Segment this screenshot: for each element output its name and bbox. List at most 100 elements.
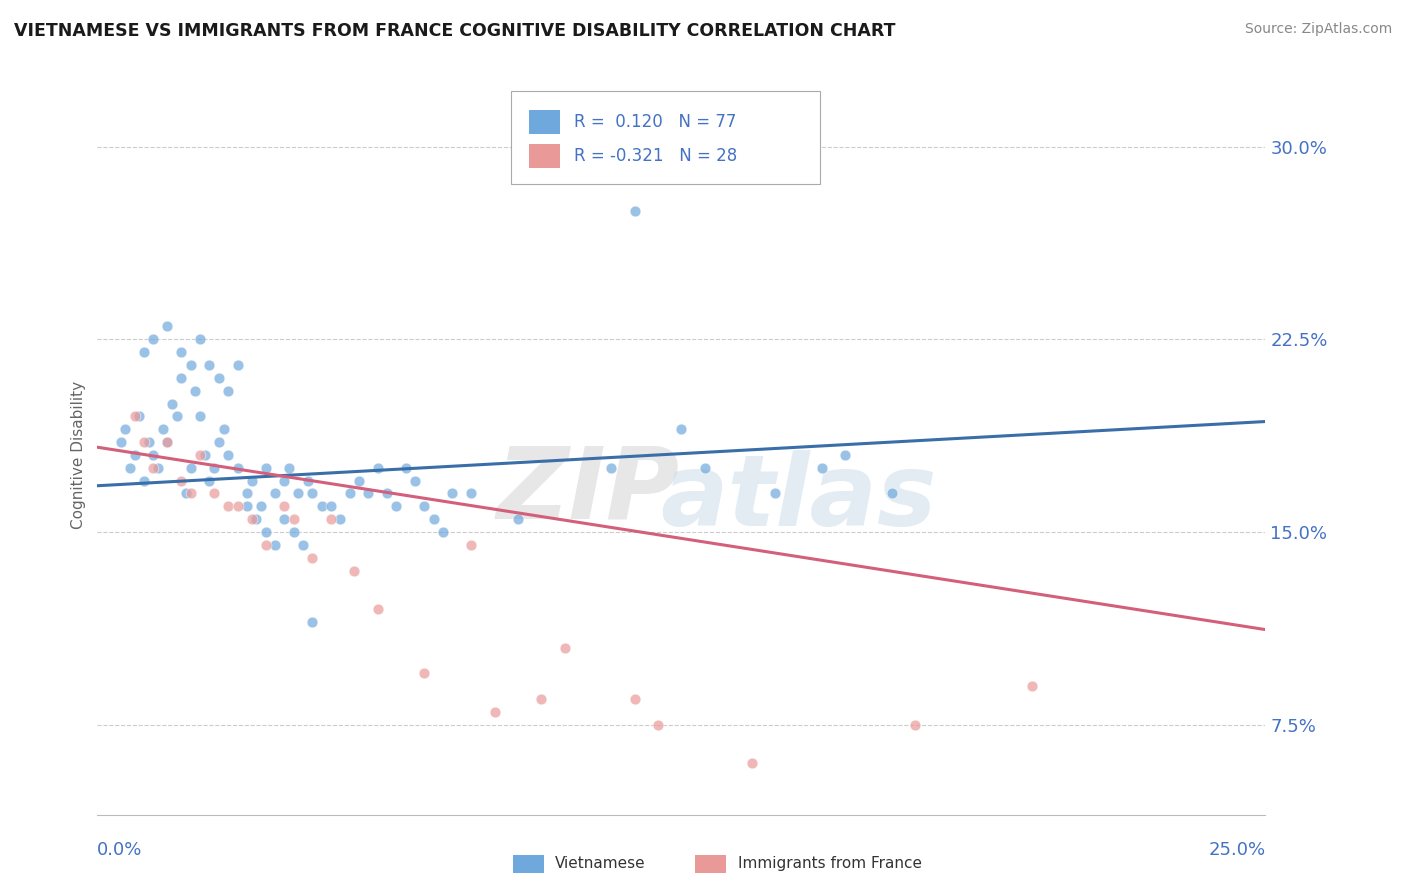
Point bbox=[138, 435, 160, 450]
Point bbox=[142, 332, 165, 346]
Point bbox=[170, 474, 193, 488]
Point bbox=[647, 717, 669, 731]
Point bbox=[1021, 679, 1043, 693]
Point bbox=[142, 460, 165, 475]
Point bbox=[184, 384, 207, 398]
Point bbox=[432, 524, 454, 539]
Point bbox=[301, 486, 323, 500]
Point bbox=[329, 512, 352, 526]
Text: Immigrants from France: Immigrants from France bbox=[738, 856, 922, 871]
Point bbox=[880, 486, 903, 500]
Point bbox=[319, 500, 342, 514]
Point bbox=[198, 358, 221, 372]
Point bbox=[124, 409, 146, 424]
Point bbox=[188, 448, 211, 462]
Point bbox=[170, 371, 193, 385]
Point bbox=[156, 435, 179, 450]
Point bbox=[128, 409, 150, 424]
Point bbox=[212, 422, 235, 436]
Point bbox=[208, 371, 231, 385]
Point bbox=[413, 666, 436, 681]
Point bbox=[484, 705, 506, 719]
Point bbox=[741, 756, 763, 771]
Point bbox=[506, 512, 529, 526]
Point bbox=[202, 460, 225, 475]
Point bbox=[357, 486, 380, 500]
Point bbox=[254, 538, 277, 552]
Point bbox=[245, 512, 267, 526]
Point bbox=[297, 474, 319, 488]
Point bbox=[395, 460, 418, 475]
Point bbox=[142, 448, 165, 462]
Point bbox=[441, 486, 464, 500]
Point bbox=[277, 460, 299, 475]
Text: atlas: atlas bbox=[659, 450, 936, 547]
Point bbox=[554, 640, 576, 655]
Point bbox=[810, 460, 832, 475]
Point bbox=[301, 615, 323, 629]
Point bbox=[763, 486, 786, 500]
Point bbox=[287, 486, 309, 500]
Point bbox=[904, 717, 927, 731]
Point bbox=[188, 409, 211, 424]
Point bbox=[174, 486, 197, 500]
Point bbox=[273, 500, 295, 514]
Point bbox=[264, 486, 287, 500]
Point bbox=[202, 486, 225, 500]
Point bbox=[530, 692, 553, 706]
Point bbox=[834, 448, 856, 462]
Point bbox=[152, 422, 174, 436]
Point bbox=[404, 474, 426, 488]
Point bbox=[124, 448, 146, 462]
Point bbox=[194, 448, 217, 462]
Text: ZIP: ZIP bbox=[496, 442, 679, 540]
Point bbox=[180, 358, 202, 372]
Point bbox=[110, 435, 132, 450]
Point bbox=[120, 460, 142, 475]
Point bbox=[180, 460, 202, 475]
Point bbox=[166, 409, 188, 424]
Point bbox=[226, 358, 249, 372]
Point bbox=[198, 474, 221, 488]
Point bbox=[311, 500, 333, 514]
Point bbox=[623, 203, 645, 218]
Point bbox=[273, 474, 295, 488]
Point bbox=[423, 512, 446, 526]
Point bbox=[226, 460, 249, 475]
Point bbox=[301, 550, 323, 565]
Text: Vietnamese: Vietnamese bbox=[555, 856, 645, 871]
Point bbox=[339, 486, 361, 500]
Point bbox=[693, 460, 716, 475]
Point bbox=[132, 474, 155, 488]
Point bbox=[460, 486, 482, 500]
Point bbox=[132, 345, 155, 359]
Point bbox=[319, 512, 342, 526]
Point bbox=[208, 435, 231, 450]
Point bbox=[114, 422, 136, 436]
Point bbox=[217, 448, 239, 462]
Point bbox=[132, 435, 155, 450]
Point bbox=[170, 345, 193, 359]
Point bbox=[343, 564, 366, 578]
Point bbox=[226, 500, 249, 514]
Point bbox=[283, 524, 305, 539]
Point bbox=[291, 538, 314, 552]
Point bbox=[156, 319, 179, 334]
Point bbox=[254, 524, 277, 539]
Text: 0.0%: 0.0% bbox=[97, 841, 143, 859]
Point bbox=[236, 486, 259, 500]
Point bbox=[623, 692, 645, 706]
Point bbox=[367, 460, 389, 475]
Point bbox=[671, 422, 693, 436]
Point bbox=[347, 474, 370, 488]
Text: R = -0.321   N = 28: R = -0.321 N = 28 bbox=[574, 147, 737, 165]
Point bbox=[146, 460, 169, 475]
Point bbox=[240, 474, 263, 488]
Point bbox=[156, 435, 179, 450]
Point bbox=[283, 512, 305, 526]
Point bbox=[240, 512, 263, 526]
Text: R =  0.120   N = 77: R = 0.120 N = 77 bbox=[574, 113, 737, 131]
Text: 25.0%: 25.0% bbox=[1208, 841, 1265, 859]
Point bbox=[413, 500, 436, 514]
Point bbox=[188, 332, 211, 346]
